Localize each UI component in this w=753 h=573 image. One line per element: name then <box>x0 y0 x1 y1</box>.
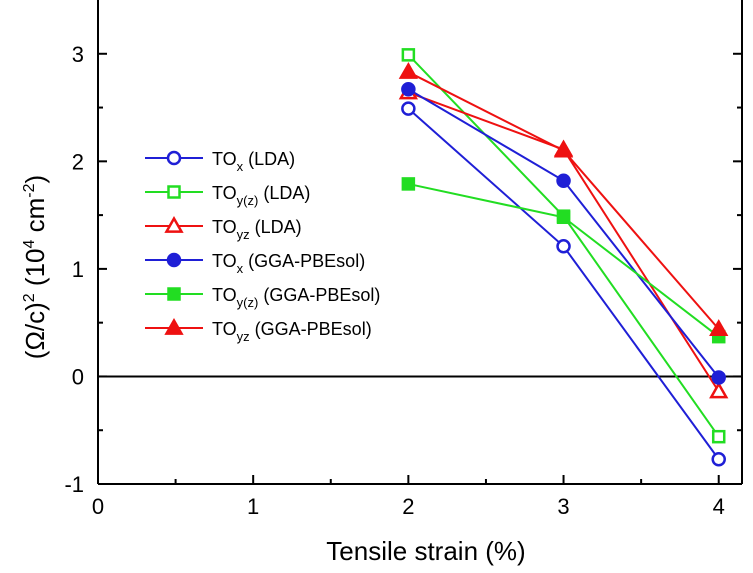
data-point-s5-p0 <box>398 62 419 79</box>
x-tick-label: 4 <box>713 494 725 519</box>
legend-swatch-marker-2 <box>164 215 184 233</box>
y-axis-title-unit: cm <box>20 198 50 240</box>
plot-frame <box>97 0 743 485</box>
tick-labels: 0 1 2 3 4 -1 0 1 2 3 <box>64 42 724 519</box>
data-point-s4-p1 <box>556 210 571 225</box>
legend-swatch-marker-0 <box>166 150 182 166</box>
series-markers <box>398 48 729 467</box>
legend-swatch-marker-3 <box>166 252 182 268</box>
y-axis-title-sup3: -2 <box>21 183 38 197</box>
data-point-s5-p2 <box>709 319 729 336</box>
series-line-4 <box>408 182 720 338</box>
x-tick-label: 0 <box>92 494 104 519</box>
data-point-s2-p2 <box>709 381 729 399</box>
legend-swatch-marker-4 <box>167 287 181 301</box>
legend-label-2: TOyz (LDA) <box>212 217 302 242</box>
y-axis-title-sup1: 2 <box>21 293 38 302</box>
data-point-s3-p0 <box>401 82 416 97</box>
data-point-s3-p1 <box>556 173 571 188</box>
legend-label-5: TOyz (GGA-PBEsol) <box>212 319 372 344</box>
x-axis-title: Tensile strain (%) <box>326 536 525 566</box>
legend-swatch-marker-1 <box>167 185 181 199</box>
y-axis-title-left: (Ω/c) <box>20 302 50 359</box>
series-line-0 <box>407 107 720 460</box>
data-point-s1-p2 <box>711 429 726 444</box>
y-axis-title-mid: (10 <box>20 249 50 294</box>
y-axis-title-right: ) <box>20 175 50 184</box>
y-tick-label: 0 <box>72 364 84 389</box>
legend-label-0: TOx (LDA) <box>212 149 295 174</box>
data-point-s5-p1 <box>553 140 574 158</box>
data-point-s0-p1 <box>556 239 571 254</box>
data-point-s0-p0 <box>401 101 416 116</box>
legend-label-4: TOy(z) (GGA-PBEsol) <box>212 285 380 310</box>
data-point-s4-p0 <box>401 177 416 191</box>
y-axis-title: (Ω/c)2 (104 cm-2) <box>20 175 50 359</box>
y-tick-label: 1 <box>72 257 84 282</box>
series-lines <box>407 54 720 460</box>
legend: TOx (LDA) TOy(z) (LDA) TOyz (LDA) TOx (GGA-… <box>145 149 380 344</box>
data-point-s0-p2 <box>711 452 726 467</box>
data-point-s3-p2 <box>711 370 726 385</box>
legend-label-3: TOx (GGA-PBEsol) <box>212 251 365 276</box>
data-point-s1-p0 <box>401 48 416 62</box>
y-tick-label: 2 <box>72 149 84 174</box>
axis-ticks <box>97 52 742 485</box>
y-axis-title-sup2: 4 <box>21 240 38 249</box>
series-line-3 <box>407 88 720 379</box>
legend-label-1: TOy(z) (LDA) <box>212 183 310 208</box>
x-tick-label: 1 <box>247 494 259 519</box>
legend-swatch-marker-5 <box>164 317 184 335</box>
y-tick-label: 3 <box>72 42 84 67</box>
x-tick-label: 3 <box>557 494 569 519</box>
y-tick-label: -1 <box>64 472 84 497</box>
x-tick-label: 2 <box>402 494 414 519</box>
